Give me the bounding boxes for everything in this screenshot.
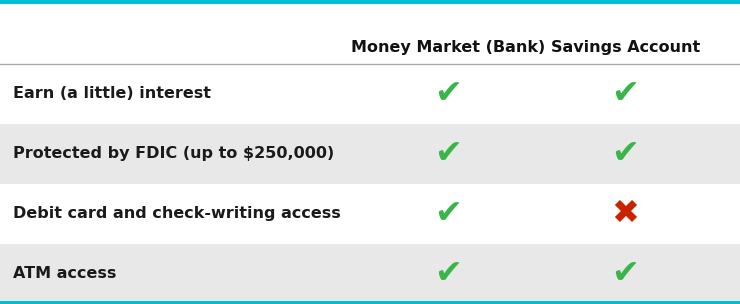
Bar bbox=[0, 0, 740, 64]
Text: ✖: ✖ bbox=[611, 197, 639, 230]
Text: ✔: ✔ bbox=[611, 77, 639, 110]
Text: Earn (a little) interest: Earn (a little) interest bbox=[13, 86, 212, 101]
Text: ✔: ✔ bbox=[611, 257, 639, 291]
Text: ✔: ✔ bbox=[611, 137, 639, 171]
Text: ✔: ✔ bbox=[434, 257, 462, 291]
Text: Money Market (Bank): Money Market (Bank) bbox=[351, 40, 545, 55]
Bar bbox=[0, 124, 740, 184]
Text: Debit card and check-writing access: Debit card and check-writing access bbox=[13, 206, 341, 221]
Text: Savings Account: Savings Account bbox=[551, 40, 700, 55]
Bar bbox=[0, 184, 740, 244]
Text: Protected by FDIC (up to $250,000): Protected by FDIC (up to $250,000) bbox=[13, 147, 334, 161]
Text: ✔: ✔ bbox=[434, 197, 462, 230]
Bar bbox=[0, 244, 740, 304]
Text: ✔: ✔ bbox=[434, 77, 462, 110]
Bar bbox=[0, 64, 740, 124]
Text: ATM access: ATM access bbox=[13, 267, 117, 282]
Text: ✔: ✔ bbox=[434, 137, 462, 171]
